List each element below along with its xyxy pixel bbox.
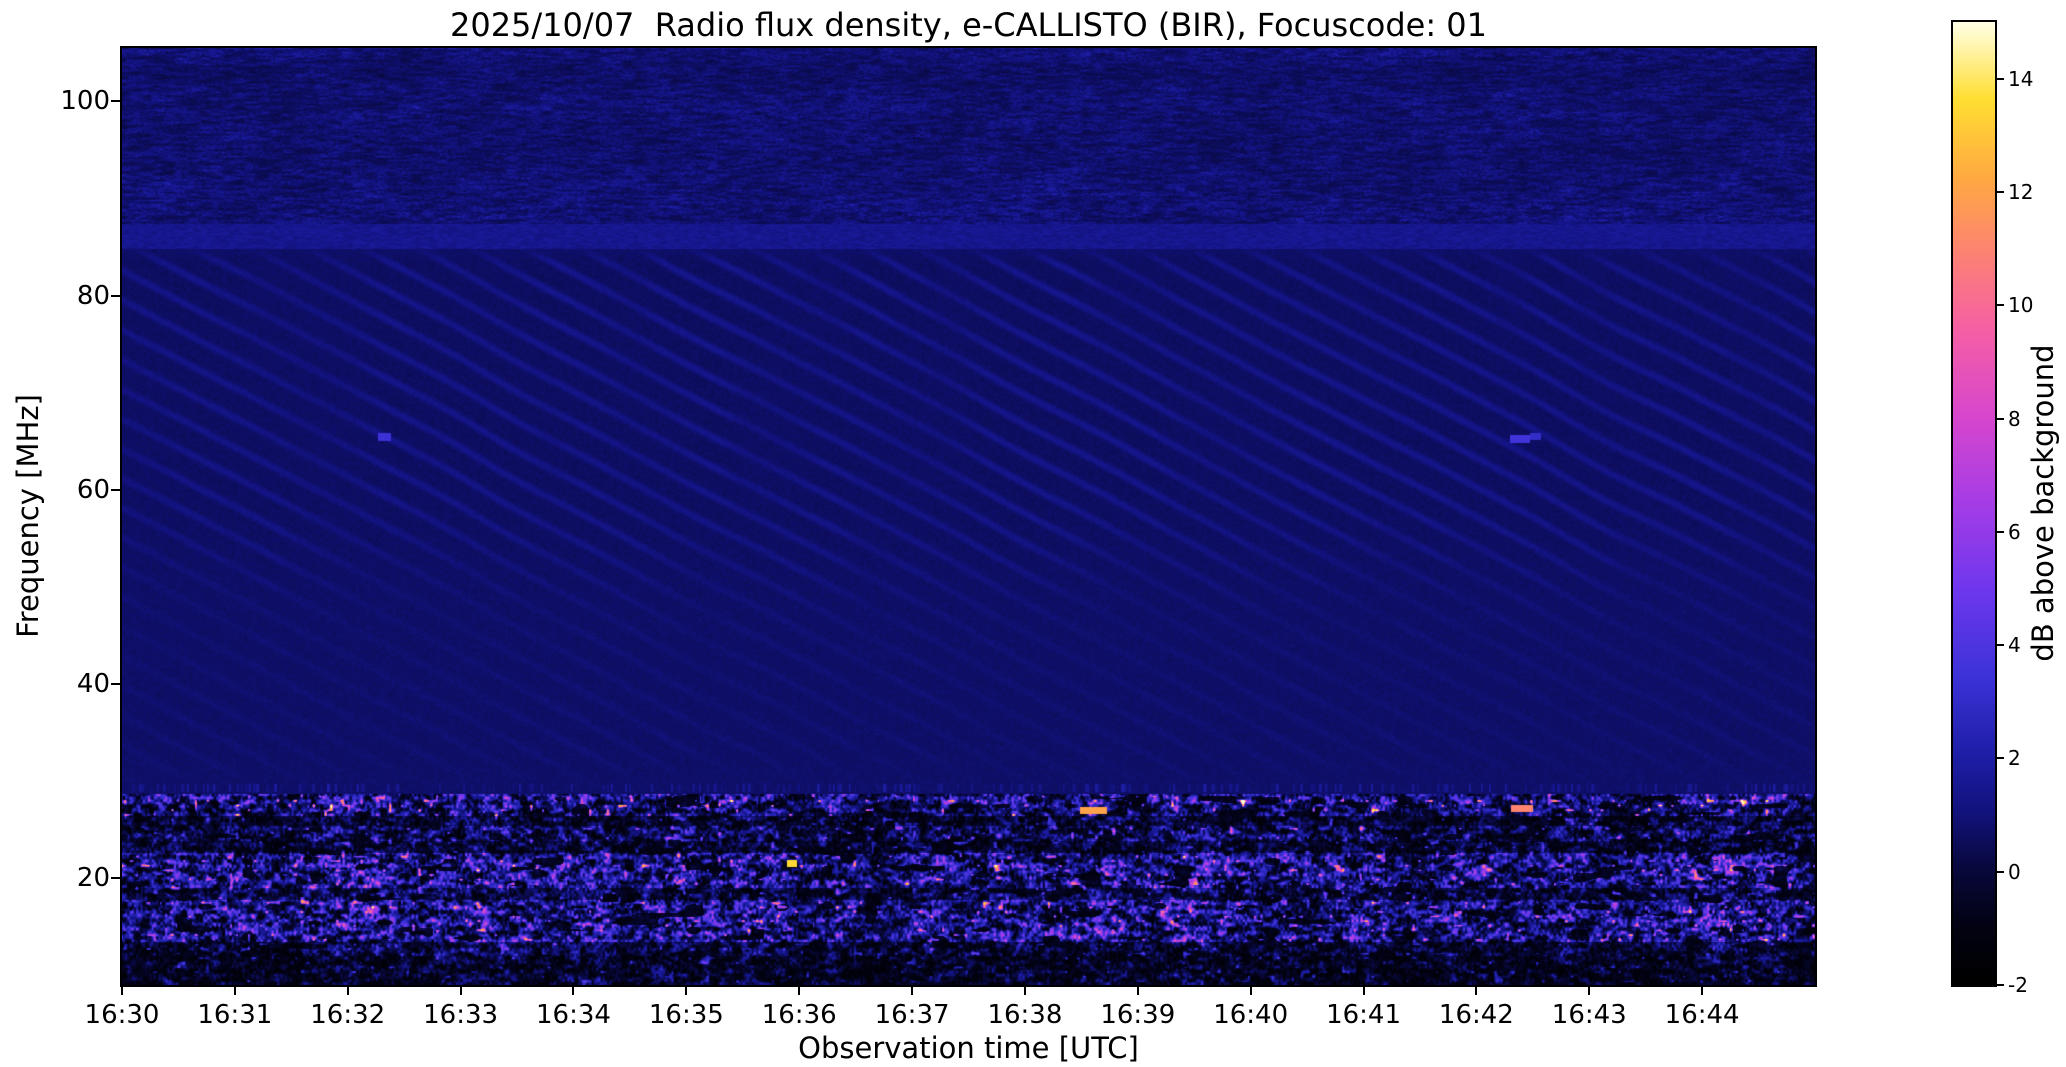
x-tick-label: 16:31 xyxy=(197,1000,273,1030)
colorbar-tick-mark xyxy=(1997,644,2004,647)
y-tick-mark xyxy=(111,488,120,491)
colorbar-tick-label: 14 xyxy=(2008,66,2034,91)
x-tick-mark xyxy=(572,986,575,995)
colorbar-tick-label: 2 xyxy=(2008,746,2021,771)
spectrogram-canvas xyxy=(122,48,1815,985)
x-tick-mark xyxy=(1475,986,1478,995)
colorbar-tick-label: 0 xyxy=(2008,859,2021,884)
colorbar-tick-label: 4 xyxy=(2008,633,2021,658)
y-tick-label: 100 xyxy=(60,86,110,117)
x-tick-label: 16:43 xyxy=(1551,1000,1627,1030)
y-tick-mark xyxy=(111,877,120,880)
x-tick-mark xyxy=(1362,986,1365,995)
x-tick-label: 16:37 xyxy=(874,1000,950,1030)
y-tick-label: 60 xyxy=(76,474,110,505)
x-tick-mark xyxy=(1588,986,1591,995)
x-tick-label: 16:42 xyxy=(1438,1000,1514,1030)
colorbar-tick-label: 10 xyxy=(2008,293,2034,318)
x-tick-mark xyxy=(1136,986,1139,995)
x-tick-mark xyxy=(459,986,462,995)
colorbar-canvas xyxy=(1953,22,1995,985)
colorbar-tick-mark xyxy=(1997,304,2004,307)
x-tick-mark xyxy=(1249,986,1252,995)
colorbar-tick-mark xyxy=(1997,757,2004,760)
colorbar-tick-label: -2 xyxy=(2008,973,2028,997)
colorbar-label: dB above background xyxy=(2026,344,2060,662)
colorbar-tick-mark xyxy=(1997,870,2004,873)
x-tick-mark xyxy=(346,986,349,995)
x-tick-label: 16:38 xyxy=(987,1000,1063,1030)
x-tick-mark xyxy=(233,986,236,995)
chart-title: 2025/10/07 Radio flux density, e-CALLIST… xyxy=(449,6,1488,44)
x-tick-label: 16:30 xyxy=(84,1000,160,1030)
x-tick-label: 16:44 xyxy=(1664,1000,1740,1030)
y-tick-mark xyxy=(111,294,120,297)
x-tick-label: 16:32 xyxy=(310,1000,386,1030)
x-axis-label: Observation time [UTC] xyxy=(798,1031,1139,1065)
y-tick-label: 20 xyxy=(76,863,110,894)
colorbar-tick-mark xyxy=(1997,190,2004,193)
x-tick-label: 16:36 xyxy=(761,1000,837,1030)
colorbar-tick-mark xyxy=(1997,984,2004,986)
y-tick-mark xyxy=(111,682,120,685)
x-tick-mark xyxy=(685,986,688,995)
x-tick-mark xyxy=(1023,986,1026,995)
colorbar-tick-label: 12 xyxy=(2008,179,2034,204)
colorbar-tick-label: 8 xyxy=(2008,406,2021,431)
x-tick-label: 16:40 xyxy=(1213,1000,1289,1030)
colorbar-tick-label: 6 xyxy=(2008,519,2021,544)
x-tick-mark xyxy=(911,986,914,995)
colorbar-tick-mark xyxy=(1997,77,2004,80)
colorbar-tick-mark xyxy=(1997,530,2004,533)
x-tick-label: 16:35 xyxy=(648,1000,724,1030)
y-tick-label: 40 xyxy=(76,668,110,699)
plot-area xyxy=(120,46,1817,987)
colorbar xyxy=(1951,20,1997,987)
x-tick-mark xyxy=(121,986,123,995)
x-tick-label: 16:41 xyxy=(1326,1000,1401,1030)
x-tick-label: 16:34 xyxy=(535,1000,611,1030)
x-tick-label: 16:33 xyxy=(423,1000,499,1030)
x-tick-mark xyxy=(798,986,801,995)
y-tick-mark xyxy=(111,100,120,103)
x-tick-mark xyxy=(1701,986,1704,995)
y-axis-label: Frequency [MHz] xyxy=(11,394,45,638)
y-tick-label: 80 xyxy=(76,280,110,311)
colorbar-tick-mark xyxy=(1997,417,2004,420)
x-tick-label: 16:39 xyxy=(1100,1000,1176,1030)
